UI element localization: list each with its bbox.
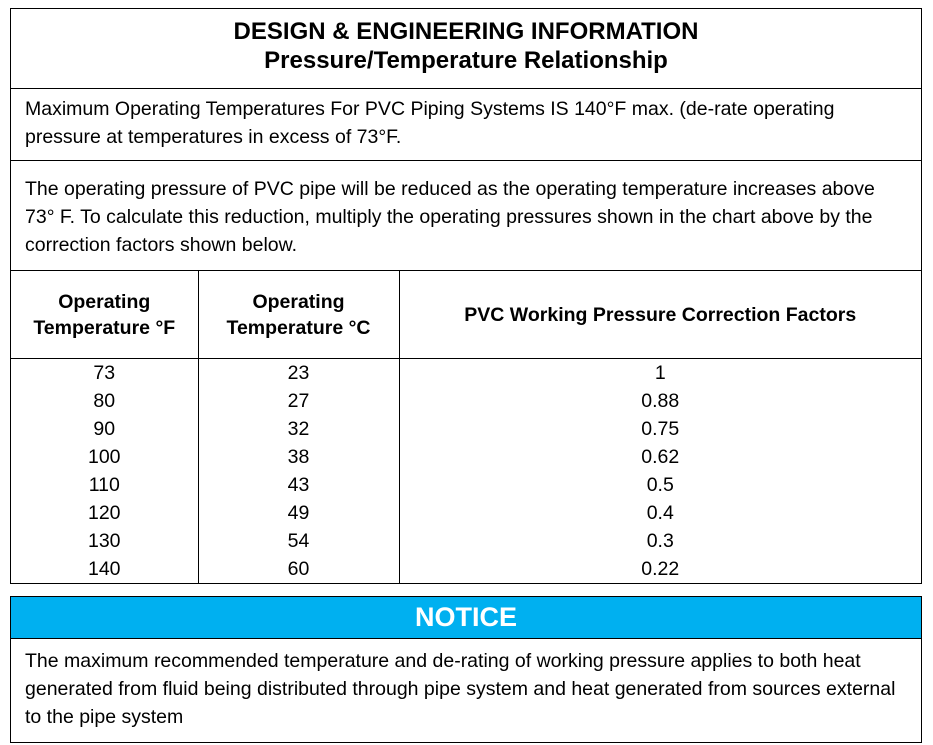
correction-factor-table: Operating Temperature °F Operating Tempera… xyxy=(11,271,921,583)
table-row: 73 23 1 xyxy=(11,358,921,387)
cell-c: 27 xyxy=(198,387,400,415)
design-info-panel: DESIGN & ENGINEERING INFORMATION Pressur… xyxy=(10,8,922,584)
cell-factor: 1 xyxy=(654,362,666,384)
header-temp-c-line1: Operating xyxy=(252,290,345,313)
notice-text: The maximum recommended temperature and … xyxy=(25,650,896,728)
table-header-row: Operating Temperature °F Operating Tempera… xyxy=(11,271,921,359)
cell-factor: 0.5 xyxy=(646,474,674,496)
header-correction-factor: PVC Working Pressure Correction Factors xyxy=(399,271,921,359)
cell-f: 80 xyxy=(11,387,199,415)
cell-f: 90 xyxy=(11,415,199,443)
cell-c: 60 xyxy=(198,555,400,583)
cell-c: 23 xyxy=(198,358,400,387)
cell-factor: 0.75 xyxy=(641,418,680,440)
notice-box: NOTICE The maximum recommended temperatu… xyxy=(10,596,922,743)
title-line-2: Pressure/Temperature Relationship xyxy=(264,47,668,74)
cell-c: 43 xyxy=(198,471,400,499)
notice-heading: NOTICE xyxy=(11,597,921,639)
title-line-1: DESIGN & ENGINEERING INFORMATION xyxy=(233,18,699,45)
reduction-paragraph: The operating pressure of PVC pipe will … xyxy=(11,161,921,271)
table-row: 120 49 0.4 xyxy=(11,499,921,527)
cell-f: 110 xyxy=(11,471,199,499)
cell-factor: 0.22 xyxy=(641,558,680,580)
page-title: DESIGN & ENGINEERING INFORMATION Pressur… xyxy=(11,9,921,89)
max-temperature-paragraph: Maximum Operating Temperatures For PVC P… xyxy=(11,89,921,161)
cell-f: 130 xyxy=(11,527,199,555)
header-temp-c-line2: Temperature °C xyxy=(226,316,371,339)
header-temp-f: Operating Temperature °F xyxy=(11,271,199,359)
cell-factor: 0.88 xyxy=(641,390,680,412)
cell-c: 38 xyxy=(198,443,400,471)
header-temp-c: Operating Temperature °C xyxy=(198,271,400,359)
cell-factor: 0.62 xyxy=(641,446,680,468)
table-row: 90 32 0.75 xyxy=(11,415,921,443)
table-row: 140 60 0.22 xyxy=(11,555,921,583)
cell-f: 140 xyxy=(11,555,199,583)
cell-c: 32 xyxy=(198,415,400,443)
cell-factor: 0.3 xyxy=(646,530,674,552)
cell-f: 73 xyxy=(11,358,199,387)
cell-c: 54 xyxy=(198,527,400,555)
header-temp-f-line1: Operating xyxy=(58,290,151,313)
cell-f: 120 xyxy=(11,499,199,527)
table-row: 80 27 0.88 xyxy=(11,387,921,415)
table-row: 110 43 0.5 xyxy=(11,471,921,499)
cell-factor: 0.4 xyxy=(646,502,674,524)
cell-c: 49 xyxy=(198,499,400,527)
table-row: 100 38 0.62 xyxy=(11,443,921,471)
cell-f: 100 xyxy=(11,443,199,471)
table-row: 130 54 0.3 xyxy=(11,527,921,555)
header-temp-f-line2: Temperature °F xyxy=(33,316,176,339)
